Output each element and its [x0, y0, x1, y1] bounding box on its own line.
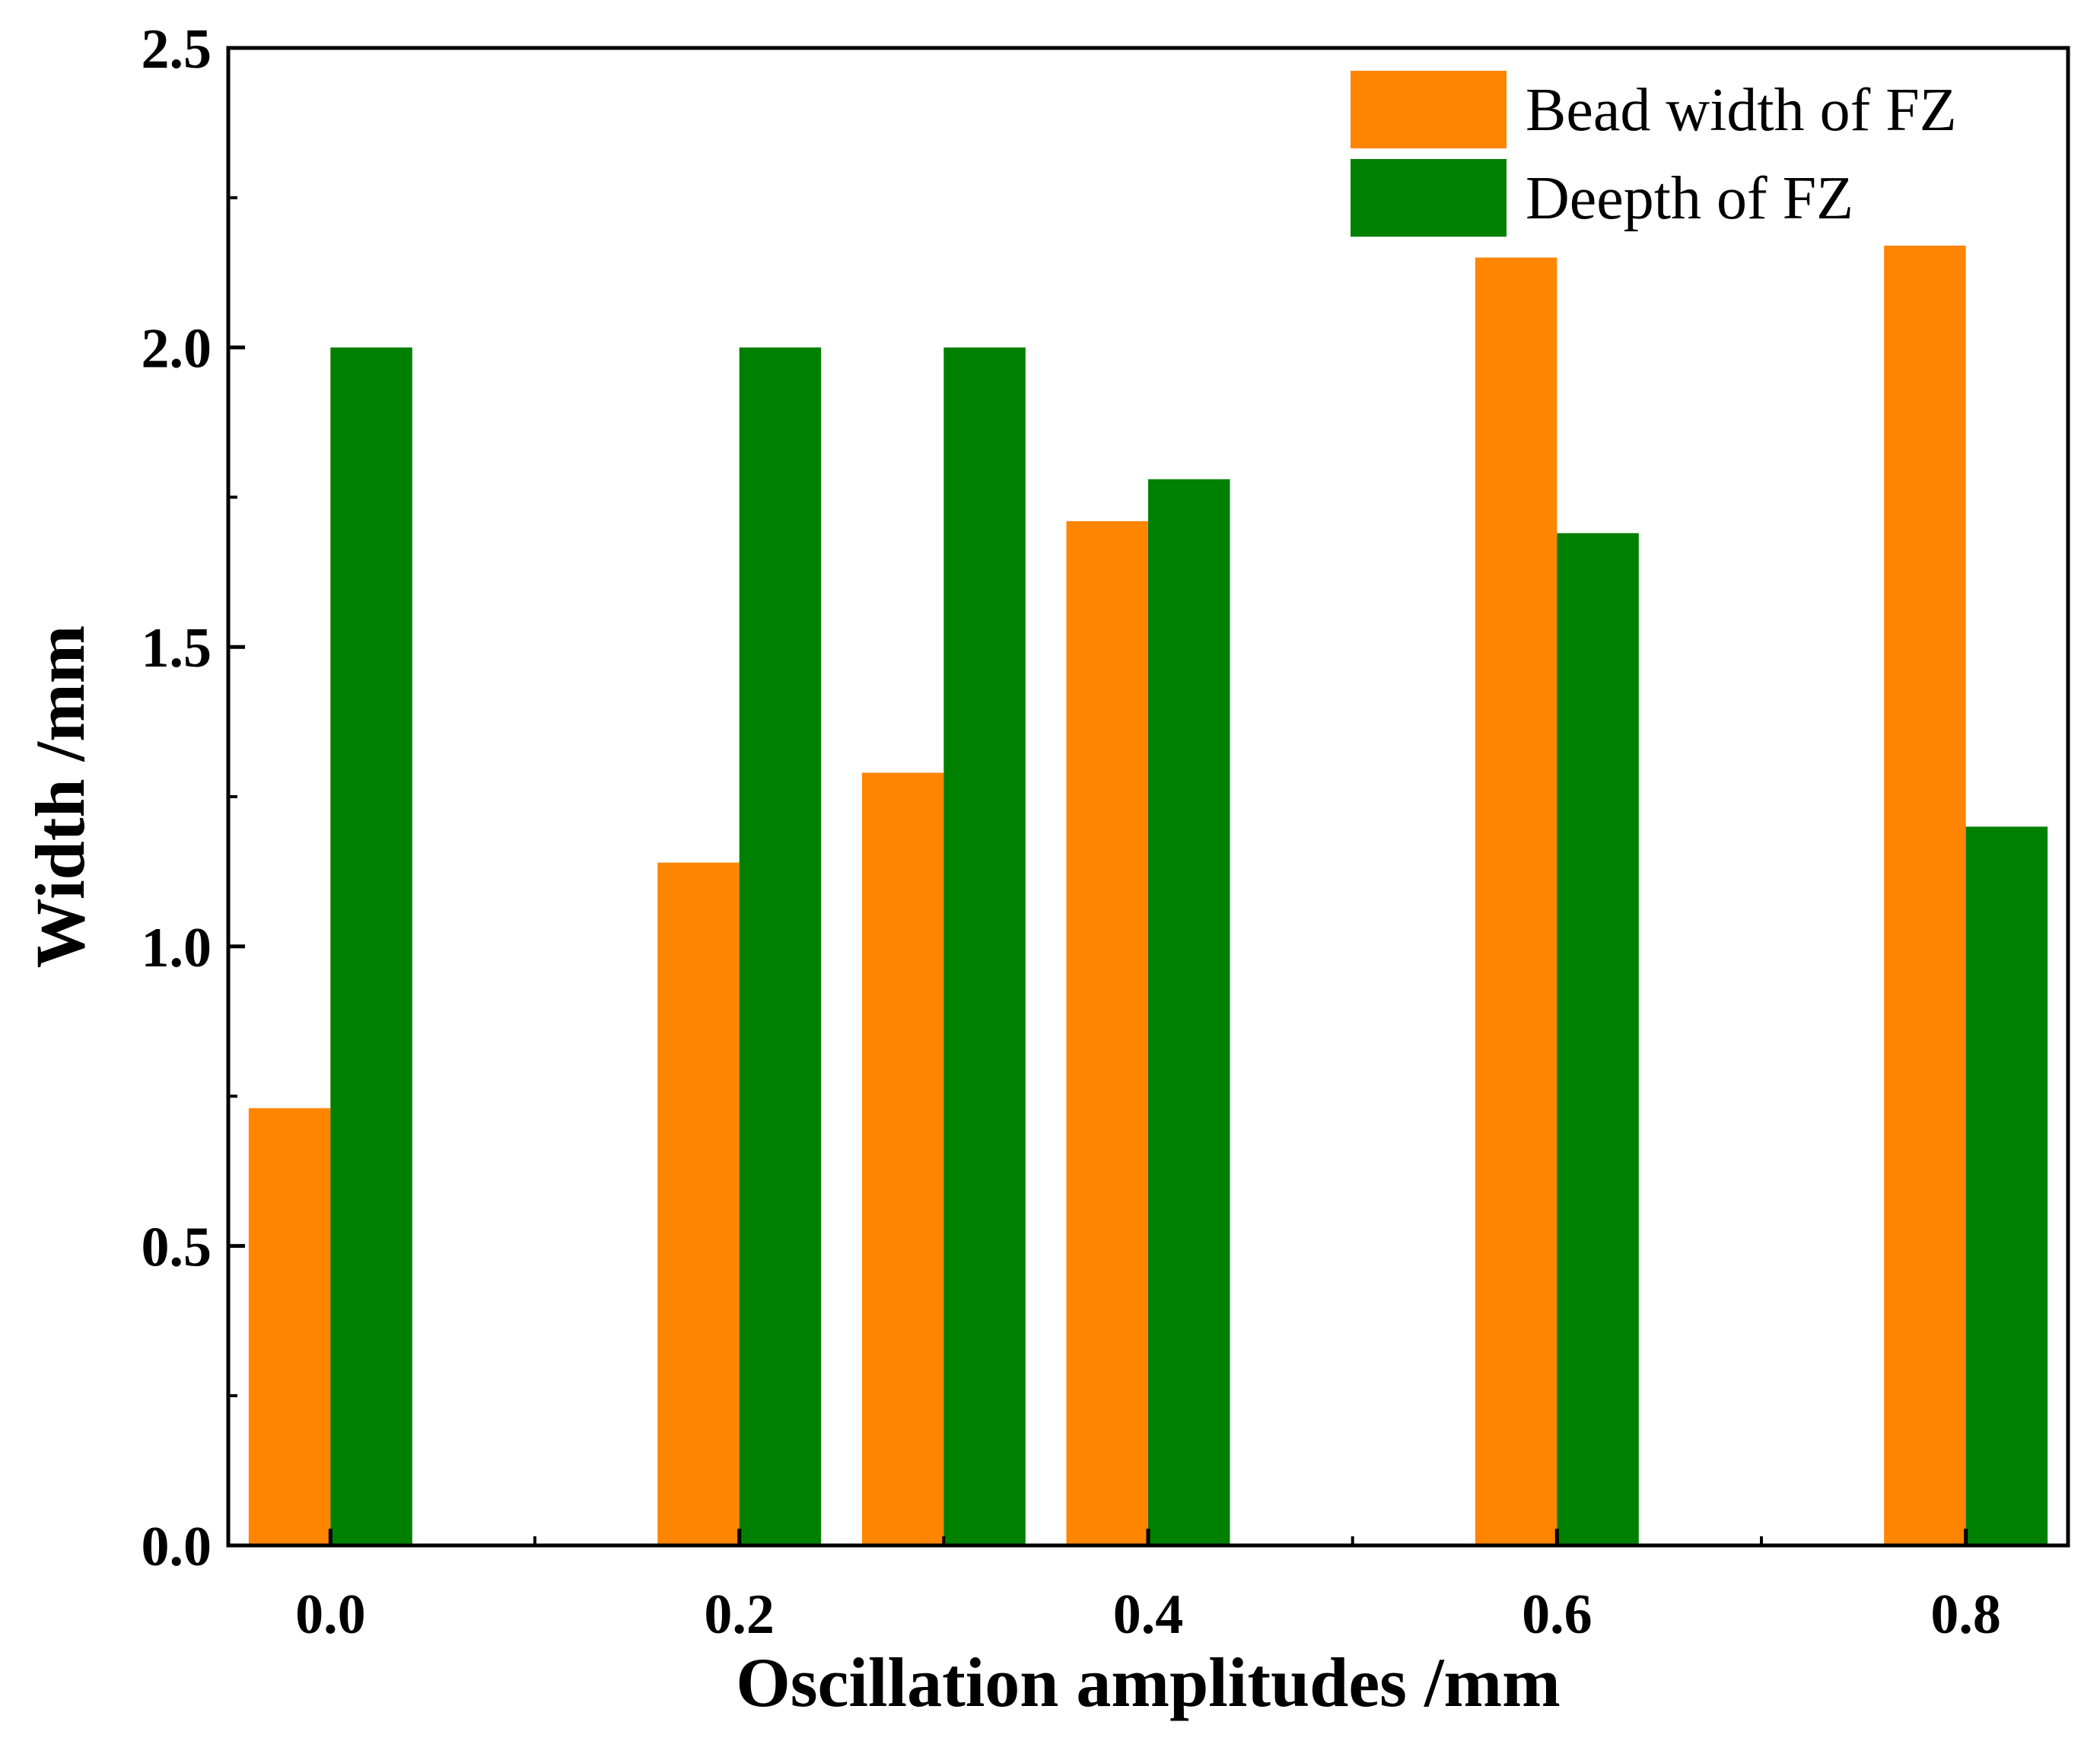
depth-bar	[330, 347, 412, 1546]
x-tick-label: 0.0	[295, 1583, 366, 1646]
legend: Bead width of FZ Deepth of FZ	[1351, 71, 1957, 237]
x-tick-label: 0.6	[1522, 1583, 1592, 1646]
depth-bar	[1557, 533, 1639, 1545]
y-tick-label: 1.5	[142, 617, 212, 680]
legend-swatch-depth	[1351, 159, 1507, 237]
bars-layer	[248, 245, 2048, 1546]
bead-width-bar	[1884, 245, 1966, 1545]
ticks-layer	[228, 46, 1968, 1548]
bead-width-bar	[657, 862, 740, 1545]
y-tick-label: 0.5	[142, 1216, 212, 1278]
legend-label-bead-width: Bead width of FZ	[1526, 77, 1957, 144]
depth-bar	[1148, 479, 1230, 1546]
depth-bar	[739, 347, 822, 1546]
x-axis-title: Oscillation amplitudes /mm	[736, 1644, 1561, 1721]
y-tick-label: 0.0	[142, 1516, 212, 1578]
x-tick-label: 0.4	[1113, 1583, 1184, 1646]
legend-swatch-bead-width	[1351, 71, 1507, 148]
labels-layer: 0.0 0.5 1.0 1.5 2.0 2.5 0.0 0.2 0.4 0.6 0.8	[142, 18, 2001, 1646]
bead-width-bar	[1066, 520, 1148, 1546]
depth-bar	[943, 347, 1026, 1546]
bead-width-bar	[1475, 257, 1558, 1545]
depth-bar	[1965, 826, 2048, 1545]
x-tick-label: 0.8	[1930, 1583, 2001, 1646]
x-tick-label: 0.2	[704, 1583, 775, 1646]
y-tick-label: 2.0	[142, 318, 212, 380]
y-tick-label: 2.5	[142, 18, 212, 81]
bead-width-bar	[248, 1108, 331, 1545]
bead-width-bar	[861, 772, 944, 1545]
legend-label-depth: Deepth of FZ	[1526, 165, 1853, 232]
y-axis-title: Width /mm	[21, 625, 99, 969]
y-tick-label: 1.0	[142, 917, 212, 979]
